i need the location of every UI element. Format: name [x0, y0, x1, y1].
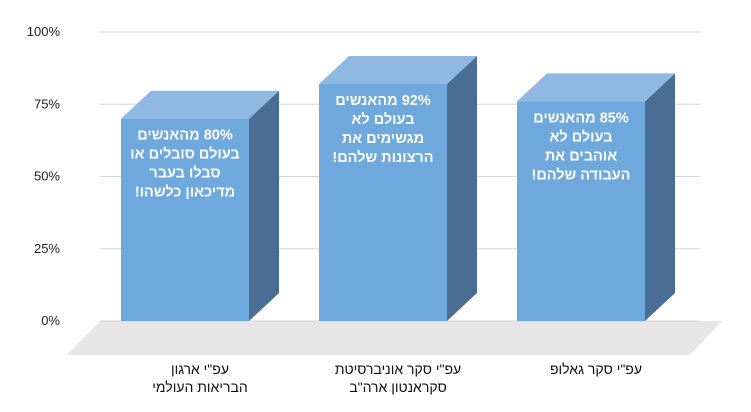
bar-data-label: 92% מהאנשים בעולם לא מגשימים את הרצונות שלה… — [332, 93, 433, 166]
y-tick-label: 0% — [41, 313, 60, 328]
bar-top — [319, 56, 477, 85]
y-tick-label: 25% — [34, 241, 60, 256]
y-tick-label: 75% — [34, 96, 60, 111]
bar: 80% מהאנשים בעולם סובלים או סבלו בעבר מדיכא… — [121, 90, 279, 321]
bar-side — [645, 73, 675, 321]
bar-top — [517, 73, 675, 102]
category-label: עפ"י סקר גאלופ — [550, 361, 642, 377]
bar: 92% מהאנשים בעולם לא מגשימים את הרצונות שלה… — [319, 56, 477, 322]
bars: 80% מהאנשים בעולם סובלים או סבלו בעבר מדיכא… — [121, 56, 675, 322]
chart-floor — [67, 321, 722, 355]
bar-top — [121, 90, 279, 119]
y-axis-ticks: 0% 25% 50% 75% 100% — [27, 24, 61, 328]
y-tick-label: 50% — [34, 169, 60, 184]
bar-side — [447, 56, 477, 322]
bar-front — [517, 101, 645, 321]
category-labels: עפ"י ארגון הבריאות העולמי עפ"י סקר אוניברס… — [152, 361, 642, 395]
bar-front — [319, 84, 447, 322]
bar: 85% מהאנשים בעולם לא אוהבים את העבודה שלהם! — [517, 73, 675, 321]
y-tick-label: 100% — [27, 24, 61, 39]
bar-data-label: 80% מהאנשים בעולם סובלים או סבלו בעבר מדיכא… — [130, 128, 239, 201]
bar-data-label: 85% מהאנשים בעולם לא אוהבים את העבודה שלהם! — [531, 110, 630, 183]
bar-side — [249, 90, 279, 321]
bar-front — [121, 118, 249, 321]
category-label: עפ"י סקר אוניברסיטת סקראנטון ארה"ב — [335, 361, 461, 395]
category-label: עפ"י ארגון הבריאות העולמי — [152, 361, 247, 395]
